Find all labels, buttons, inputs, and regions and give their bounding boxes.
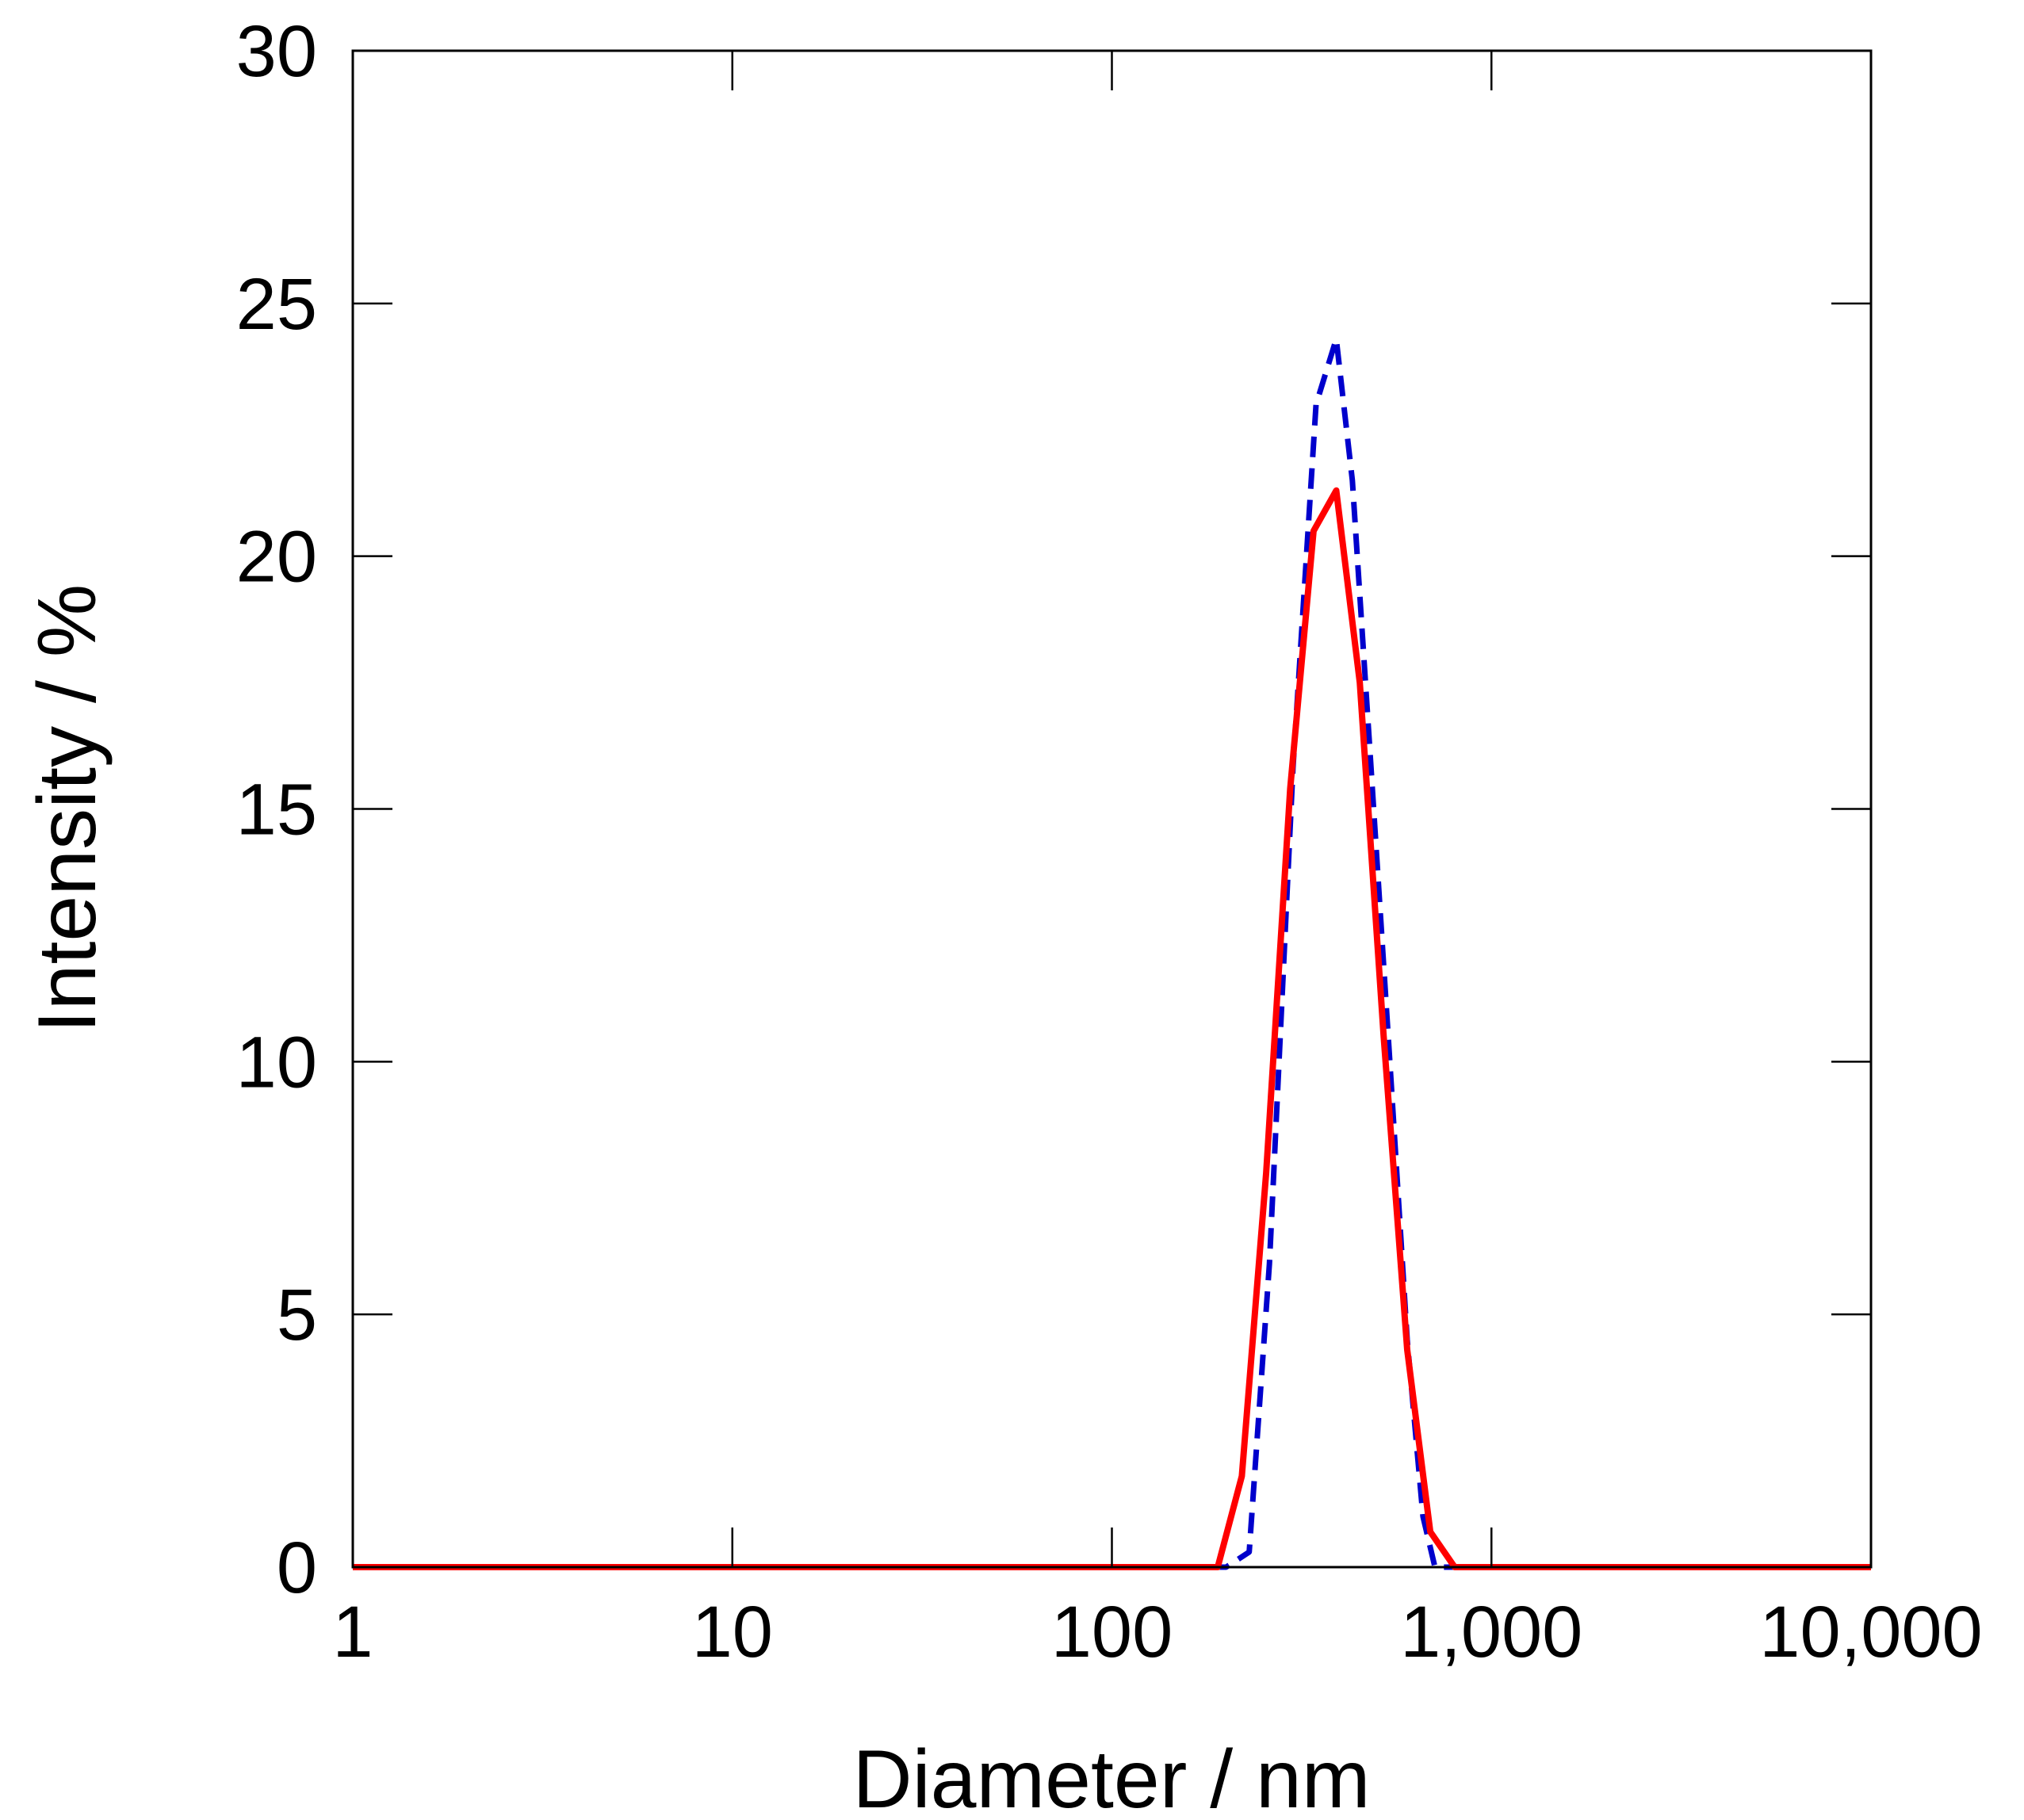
plot-frame <box>351 49 1873 1569</box>
y-tick-label: 25 <box>236 264 317 345</box>
x-tick-label: 1,000 <box>1400 1592 1582 1673</box>
y-tick-label: 30 <box>236 11 317 92</box>
y-axis-title: Intensity / % <box>21 584 113 1033</box>
y-tick-label: 0 <box>277 1528 317 1608</box>
label-layer: 1 10 100 1,000 10,000 0 5 10 15 20 25 30 <box>236 11 1983 1673</box>
y-tick-label: 10 <box>236 1022 317 1103</box>
x-tick-label: 10 <box>692 1592 773 1673</box>
x-tick-label: 10,000 <box>1759 1592 1982 1673</box>
y-tick-label: 5 <box>277 1275 317 1355</box>
y-tick-label: 15 <box>236 770 317 851</box>
y-tick-label: 20 <box>236 517 317 598</box>
x-tick-label: 100 <box>1051 1592 1173 1673</box>
x-tick-label: 1 <box>332 1592 373 1673</box>
x-axis-title: Diameter / nm <box>852 1734 1370 1820</box>
